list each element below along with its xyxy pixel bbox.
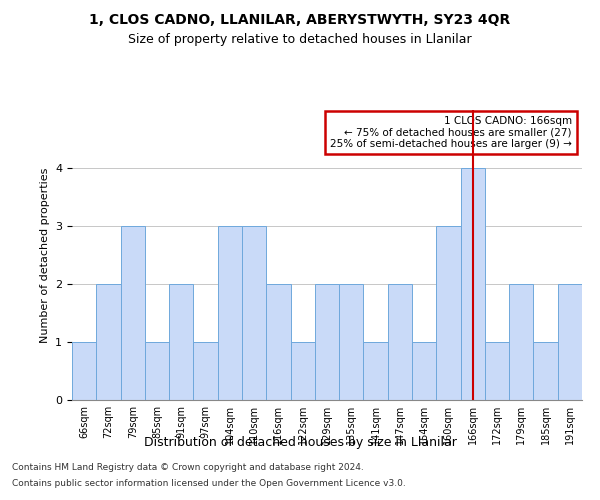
Bar (290, 342, 315, 400)
Bar (169, 284, 193, 400)
Bar (339, 284, 364, 400)
Bar (461, 168, 485, 400)
Bar (96, 284, 121, 400)
Bar (388, 284, 412, 400)
Bar (364, 342, 388, 400)
Bar (533, 342, 558, 400)
Bar (266, 284, 290, 400)
Text: Contains HM Land Registry data © Crown copyright and database right 2024.: Contains HM Land Registry data © Crown c… (12, 464, 364, 472)
Bar (509, 284, 533, 400)
Bar (145, 342, 169, 400)
Text: Contains public sector information licensed under the Open Government Licence v3: Contains public sector information licen… (12, 478, 406, 488)
Bar (72, 342, 96, 400)
Text: Distribution of detached houses by size in Llanilar: Distribution of detached houses by size … (143, 436, 457, 449)
Text: 1 CLOS CADNO: 166sqm
← 75% of detached houses are smaller (27)
25% of semi-detac: 1 CLOS CADNO: 166sqm ← 75% of detached h… (330, 116, 572, 149)
Y-axis label: Number of detached properties: Number of detached properties (40, 168, 50, 342)
Bar (218, 226, 242, 400)
Bar (121, 226, 145, 400)
Bar (242, 226, 266, 400)
Bar (193, 342, 218, 400)
Text: Size of property relative to detached houses in Llanilar: Size of property relative to detached ho… (128, 32, 472, 46)
Bar (315, 284, 339, 400)
Bar (436, 226, 461, 400)
Bar (412, 342, 436, 400)
Bar (485, 342, 509, 400)
Bar (558, 284, 582, 400)
Text: 1, CLOS CADNO, LLANILAR, ABERYSTWYTH, SY23 4QR: 1, CLOS CADNO, LLANILAR, ABERYSTWYTH, SY… (89, 12, 511, 26)
